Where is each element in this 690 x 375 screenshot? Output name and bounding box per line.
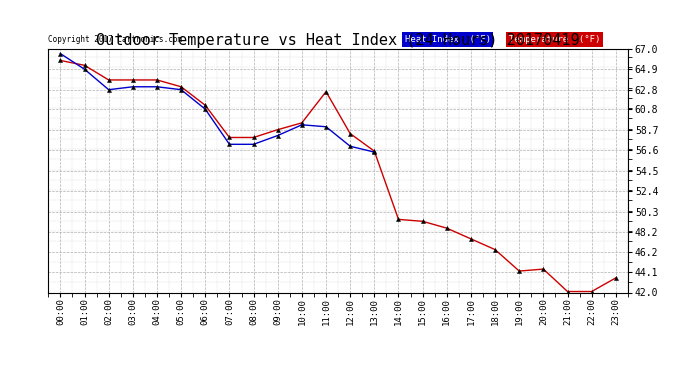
Text: Heat Index  (°F): Heat Index (°F) (405, 35, 491, 44)
Text: Copyright 2017 Cartronics.com: Copyright 2017 Cartronics.com (48, 35, 182, 44)
Text: Temperature  (°F): Temperature (°F) (509, 35, 600, 44)
Title: Outdoor Temperature vs Heat Index (24 Hours) 20170419: Outdoor Temperature vs Heat Index (24 Ho… (97, 33, 580, 48)
